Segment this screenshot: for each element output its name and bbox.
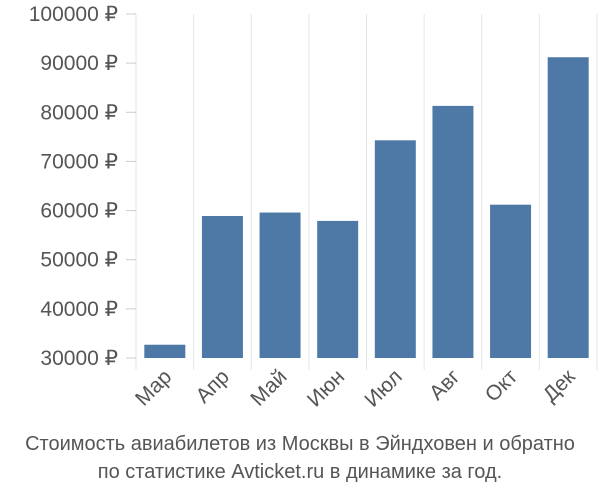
bar-Апр [201, 215, 243, 358]
bar-Июн [317, 220, 359, 358]
bar-Мар [144, 344, 186, 358]
y-tick-label: 90000 ₽ [40, 52, 118, 75]
x-category-label: Май [246, 365, 291, 410]
x-category-label: Апр [192, 365, 234, 407]
x-category-label: Мар [131, 365, 176, 410]
x-category-label: Авг [425, 365, 465, 405]
bar-Май [259, 212, 301, 358]
x-category-label: Дек [539, 365, 581, 407]
bar-chart: 30000 ₽ 40000 ₽ 50000 ₽ 60000 ₽ 70000 ₽ 80000… [29, 3, 598, 412]
chart-caption: Стоимость авиабилетов из Москвы в Эйндхо… [0, 430, 600, 486]
y-tick-label: 100000 ₽ [29, 3, 118, 26]
y-tick-label: 40000 ₽ [40, 298, 118, 321]
y-tick-label: 60000 ₽ [40, 200, 118, 223]
bar-Июл [374, 140, 416, 358]
bar-Дек [547, 57, 589, 358]
caption-line-1: Стоимость авиабилетов из Москвы в Эйндхо… [25, 433, 575, 455]
bar-Авг [432, 105, 474, 358]
y-tick-label: 50000 ₽ [40, 249, 118, 272]
y-tick-label: 80000 ₽ [40, 101, 118, 124]
x-category-label: Окт [481, 365, 523, 407]
x-category-label: Июн [303, 365, 349, 411]
y-tick-label: 70000 ₽ [40, 150, 118, 173]
x-category-label: Июл [360, 365, 406, 411]
caption-line-2: по статистике Avticket.ru в динамике за … [97, 461, 503, 483]
y-tick-label: 30000 ₽ [40, 347, 118, 370]
bar-Окт [490, 204, 532, 358]
